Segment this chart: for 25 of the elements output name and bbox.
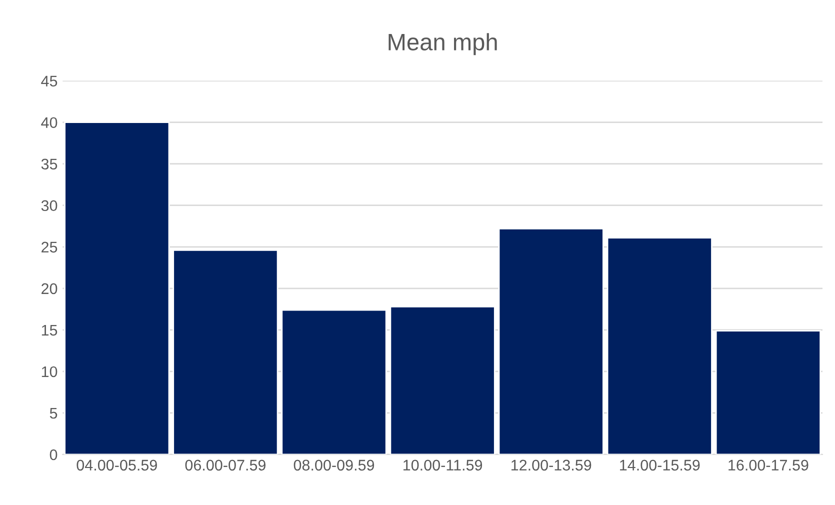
x-tick-label: 16.00-17.59: [728, 460, 808, 471]
x-tick-label: 08.00-09.59: [294, 460, 374, 471]
y-tick-label: 35: [41, 158, 58, 170]
bar: [606, 237, 712, 454]
bar: [172, 250, 278, 454]
x-tick-label: 12.00-13.59: [511, 460, 592, 471]
x-tick-label: 14.00-15.59: [620, 460, 700, 471]
bar: [64, 122, 170, 454]
y-tick-label: 15: [42, 324, 58, 336]
x-tick-label: 06.00-07.59: [185, 460, 266, 471]
x-tick-label: 04.00-05.59: [76, 460, 157, 471]
bar: [281, 309, 387, 454]
y-tick-label: 10: [42, 366, 58, 378]
bar: [715, 330, 821, 454]
chart-title: Mean mph: [388, 33, 497, 56]
y-tick-label: 0: [50, 449, 58, 460]
bar: [498, 228, 604, 454]
y-tick-label: 40: [41, 117, 58, 128]
x-tick-label: 10.00-11.59: [404, 460, 482, 471]
y-tick-label: 25: [42, 242, 58, 253]
y-tick-label: 45: [41, 76, 58, 86]
y-tick-label: 30: [41, 200, 58, 212]
bar: [390, 306, 496, 454]
y-tick-label: 5: [50, 408, 58, 419]
y-tick-label: 20: [42, 283, 58, 294]
